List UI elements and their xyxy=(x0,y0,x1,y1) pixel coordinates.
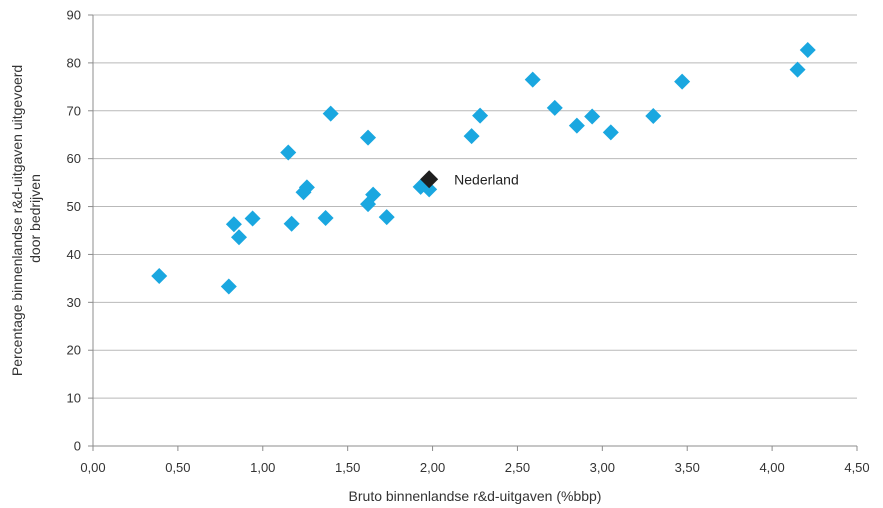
data-points xyxy=(151,41,816,295)
x-tick-label: 4,00 xyxy=(759,460,784,475)
y-tick-label: 20 xyxy=(67,343,81,358)
y-tick-label: 80 xyxy=(67,55,81,70)
x-axis-label: Bruto binnenlandse r&d-uitgaven (%bbp) xyxy=(349,488,602,504)
y-tick-label: 70 xyxy=(67,103,81,118)
x-tick-label: 4,50 xyxy=(844,460,869,475)
data-point xyxy=(546,99,563,116)
axes xyxy=(88,14,858,451)
highlight-point-nederland xyxy=(420,170,439,189)
data-point xyxy=(244,210,261,227)
data-point xyxy=(151,267,168,284)
y-tick-label: 30 xyxy=(67,295,81,310)
data-point xyxy=(317,210,334,227)
x-tick-label: 3,50 xyxy=(675,460,700,475)
y-tick-labels: 0 10 20 30 40 50 60 70 80 90 xyxy=(67,8,81,454)
x-tick-label: 0,50 xyxy=(165,460,190,475)
y-axis-label: Percentage binnenlandse r&d-uitgaven uit… xyxy=(9,61,43,376)
data-point xyxy=(360,129,377,146)
x-tick-label: 1,00 xyxy=(250,460,275,475)
y-tick-label: 90 xyxy=(67,8,81,23)
y-tick-label: 40 xyxy=(67,247,81,262)
data-point xyxy=(225,216,242,233)
x-tick-label: 0,00 xyxy=(80,460,105,475)
x-tick-label: 1,50 xyxy=(335,460,360,475)
x-tick-label: 2,00 xyxy=(420,460,445,475)
x-tick-label: 2,50 xyxy=(505,460,530,475)
y-axis-label-line-1: Percentage binnenlandse r&d-uitgaven uit… xyxy=(9,65,25,376)
data-point xyxy=(789,61,806,78)
data-point xyxy=(463,128,480,145)
data-point xyxy=(584,108,601,125)
data-point xyxy=(799,41,816,58)
x-tick-label: 3,00 xyxy=(590,460,615,475)
data-point xyxy=(280,144,297,161)
data-point xyxy=(602,124,619,141)
highlight-layer: Nederland xyxy=(420,170,519,189)
data-point xyxy=(378,209,395,226)
gridlines xyxy=(93,14,857,399)
data-point xyxy=(283,215,300,232)
x-tick-labels: 0,00 0,50 1,00 1,50 2,00 2,50 3,00 3,50 4,00 4,50 xyxy=(80,460,869,475)
data-point xyxy=(524,71,541,88)
data-point xyxy=(298,179,315,196)
data-point xyxy=(568,117,585,134)
data-point xyxy=(472,107,489,124)
data-point xyxy=(231,229,248,246)
data-point xyxy=(322,105,339,122)
data-point xyxy=(365,186,382,203)
data-point xyxy=(220,278,237,295)
highlight-label-nederland: Nederland xyxy=(454,171,519,187)
y-tick-label: 0 xyxy=(74,439,81,454)
y-tick-label: 60 xyxy=(67,151,81,166)
data-point xyxy=(674,73,691,90)
y-tick-label: 50 xyxy=(67,199,81,214)
y-axis-label-line-2: door bedrijven xyxy=(27,174,43,263)
data-point xyxy=(645,108,662,125)
y-tick-label: 10 xyxy=(67,391,81,406)
data-point xyxy=(421,181,438,198)
